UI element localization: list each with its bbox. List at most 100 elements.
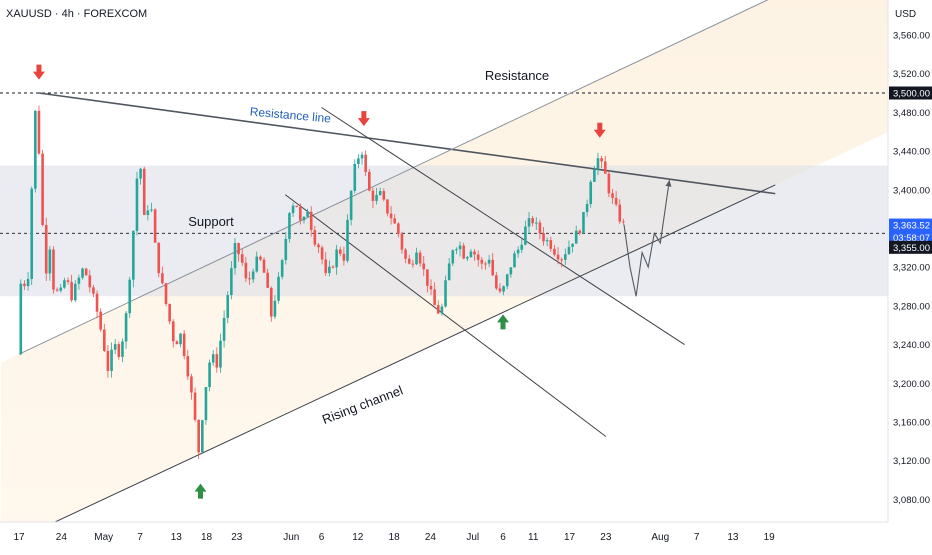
currency-unit-label[interactable]: USD: [895, 9, 917, 20]
candle-down: [389, 213, 393, 219]
candle-down: [266, 272, 269, 288]
candle-up: [26, 278, 30, 287]
rising-channel-lower: [30, 184, 776, 534]
candle-down: [397, 223, 400, 234]
candle-down: [538, 222, 542, 234]
candle-down: [84, 268, 88, 276]
candle-down: [560, 259, 563, 261]
candle-up: [564, 254, 567, 260]
candle-down: [269, 287, 273, 317]
candle-down: [429, 285, 433, 290]
candle-up: [571, 243, 574, 247]
candle-down: [400, 233, 404, 250]
candle-down: [407, 258, 411, 264]
price-mark-badge: [889, 86, 932, 100]
candle-up: [353, 163, 357, 191]
candle-down: [52, 249, 55, 290]
candle-down: [182, 333, 186, 357]
x-tick-label: 12: [352, 532, 364, 543]
candle-up: [524, 226, 527, 245]
candle-up: [469, 251, 473, 258]
candle-down: [476, 254, 480, 260]
candle-up: [121, 341, 124, 357]
candle-down: [498, 288, 502, 292]
x-tick-label: 17: [13, 532, 25, 543]
candle-down: [382, 191, 386, 200]
candle-down: [367, 171, 371, 191]
candle-up: [113, 344, 117, 350]
candle-up: [585, 204, 589, 213]
x-tick-label: 13: [171, 532, 183, 543]
y-tick-label: 3,200.00: [893, 379, 930, 390]
price-scale-background: [888, 0, 932, 550]
candle-down: [186, 356, 190, 377]
candle-up: [63, 280, 66, 288]
candle-up: [582, 212, 585, 234]
candle-down: [157, 242, 161, 274]
candle-down: [103, 329, 106, 351]
candle-up: [513, 253, 516, 268]
candle-down: [331, 266, 335, 268]
candle-down: [491, 259, 495, 276]
x-tick-label: 23: [600, 532, 612, 543]
candle-down: [55, 289, 59, 291]
descending-line-upper: [321, 107, 685, 345]
candle-up: [34, 110, 37, 189]
candle-down: [531, 218, 534, 224]
arrow-down-icon: [357, 111, 370, 127]
projection-path: [623, 180, 670, 297]
price-mark-badge: [889, 218, 932, 232]
candle-up: [204, 387, 208, 421]
x-tick-label: 6: [500, 532, 506, 543]
candle-up: [211, 354, 215, 363]
y-tick-label: 3,560.00: [893, 30, 930, 41]
candle-up: [466, 257, 469, 259]
candle-down: [422, 263, 426, 270]
candle-up: [527, 218, 531, 227]
price-mark-label: 3,355.00: [893, 243, 930, 254]
symbol-header[interactable]: XAUUSD · 4h · FOREXCOM: [6, 8, 148, 20]
candle-down: [37, 110, 41, 154]
candle-down: [66, 280, 70, 282]
y-tick-label: 3,480.00: [893, 108, 930, 119]
x-tick-label: Jun: [283, 532, 299, 543]
candle-down: [578, 230, 582, 234]
candle-down: [618, 204, 622, 222]
candle-up: [146, 210, 150, 215]
candle-up: [447, 263, 451, 281]
candle-up: [30, 188, 34, 279]
candle-up: [219, 340, 222, 368]
candle-down: [106, 350, 110, 371]
y-tick-label: 3,440.00: [893, 147, 930, 158]
candle-down: [611, 193, 614, 198]
candle-down: [153, 209, 157, 243]
candle-up: [135, 178, 139, 231]
candle-down: [237, 243, 240, 255]
x-tick-label: 7: [137, 532, 143, 543]
y-tick-label: 3,080.00: [893, 495, 930, 506]
candle-up: [81, 268, 84, 278]
candle-up: [251, 271, 255, 280]
candle-down: [171, 321, 175, 342]
resistance-label: Resistance: [485, 68, 549, 83]
candle-down: [44, 224, 48, 274]
candle-up: [444, 280, 447, 307]
candle-up: [19, 283, 23, 355]
candle-up: [335, 249, 338, 268]
candle-down: [142, 168, 146, 215]
candle-up: [255, 256, 259, 272]
candle-up: [567, 246, 571, 255]
candle-up: [59, 287, 63, 291]
x-tick-label: Aug: [651, 532, 669, 543]
candle-down: [248, 278, 251, 280]
candle-down: [92, 287, 95, 294]
candle-down: [549, 240, 553, 249]
candle-up: [124, 313, 128, 342]
candle-up: [458, 245, 462, 250]
candle-up: [77, 277, 81, 284]
candle-down: [603, 161, 607, 174]
candle-down: [190, 376, 193, 393]
x-tick-label: 13: [727, 532, 739, 543]
